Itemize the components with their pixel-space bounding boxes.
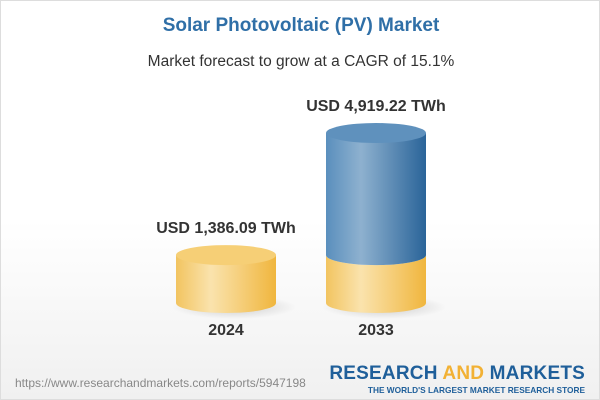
bar-2024-top: [176, 245, 276, 266]
category-label: 2033: [358, 322, 394, 339]
source-url[interactable]: https://www.researchandmarkets.com/repor…: [15, 376, 306, 390]
chart: USD 1,386.09 TWh 2024 USD 4,919.22 TWh 2033: [156, 98, 446, 339]
bar-2024-body: [176, 255, 276, 313]
chart-subtitle: Market forecast to grow at a CAGR of 15.…: [147, 53, 455, 70]
bar-2033-growth-segment: [326, 133, 426, 266]
data-label: USD 4,919.22 TWh: [306, 98, 446, 115]
bar-2033-base-segment: [326, 255, 426, 313]
chart-title: Solar Photovoltaic (PV) Market: [162, 15, 440, 36]
data-label: USD 1,386.09 TWh: [156, 220, 296, 237]
research-and-markets-logo: RESEARCH AND MARKETS THE WORLD'S LARGEST…: [329, 363, 585, 396]
category-label: 2024: [208, 322, 244, 339]
bar-2033-top: [326, 123, 426, 143]
